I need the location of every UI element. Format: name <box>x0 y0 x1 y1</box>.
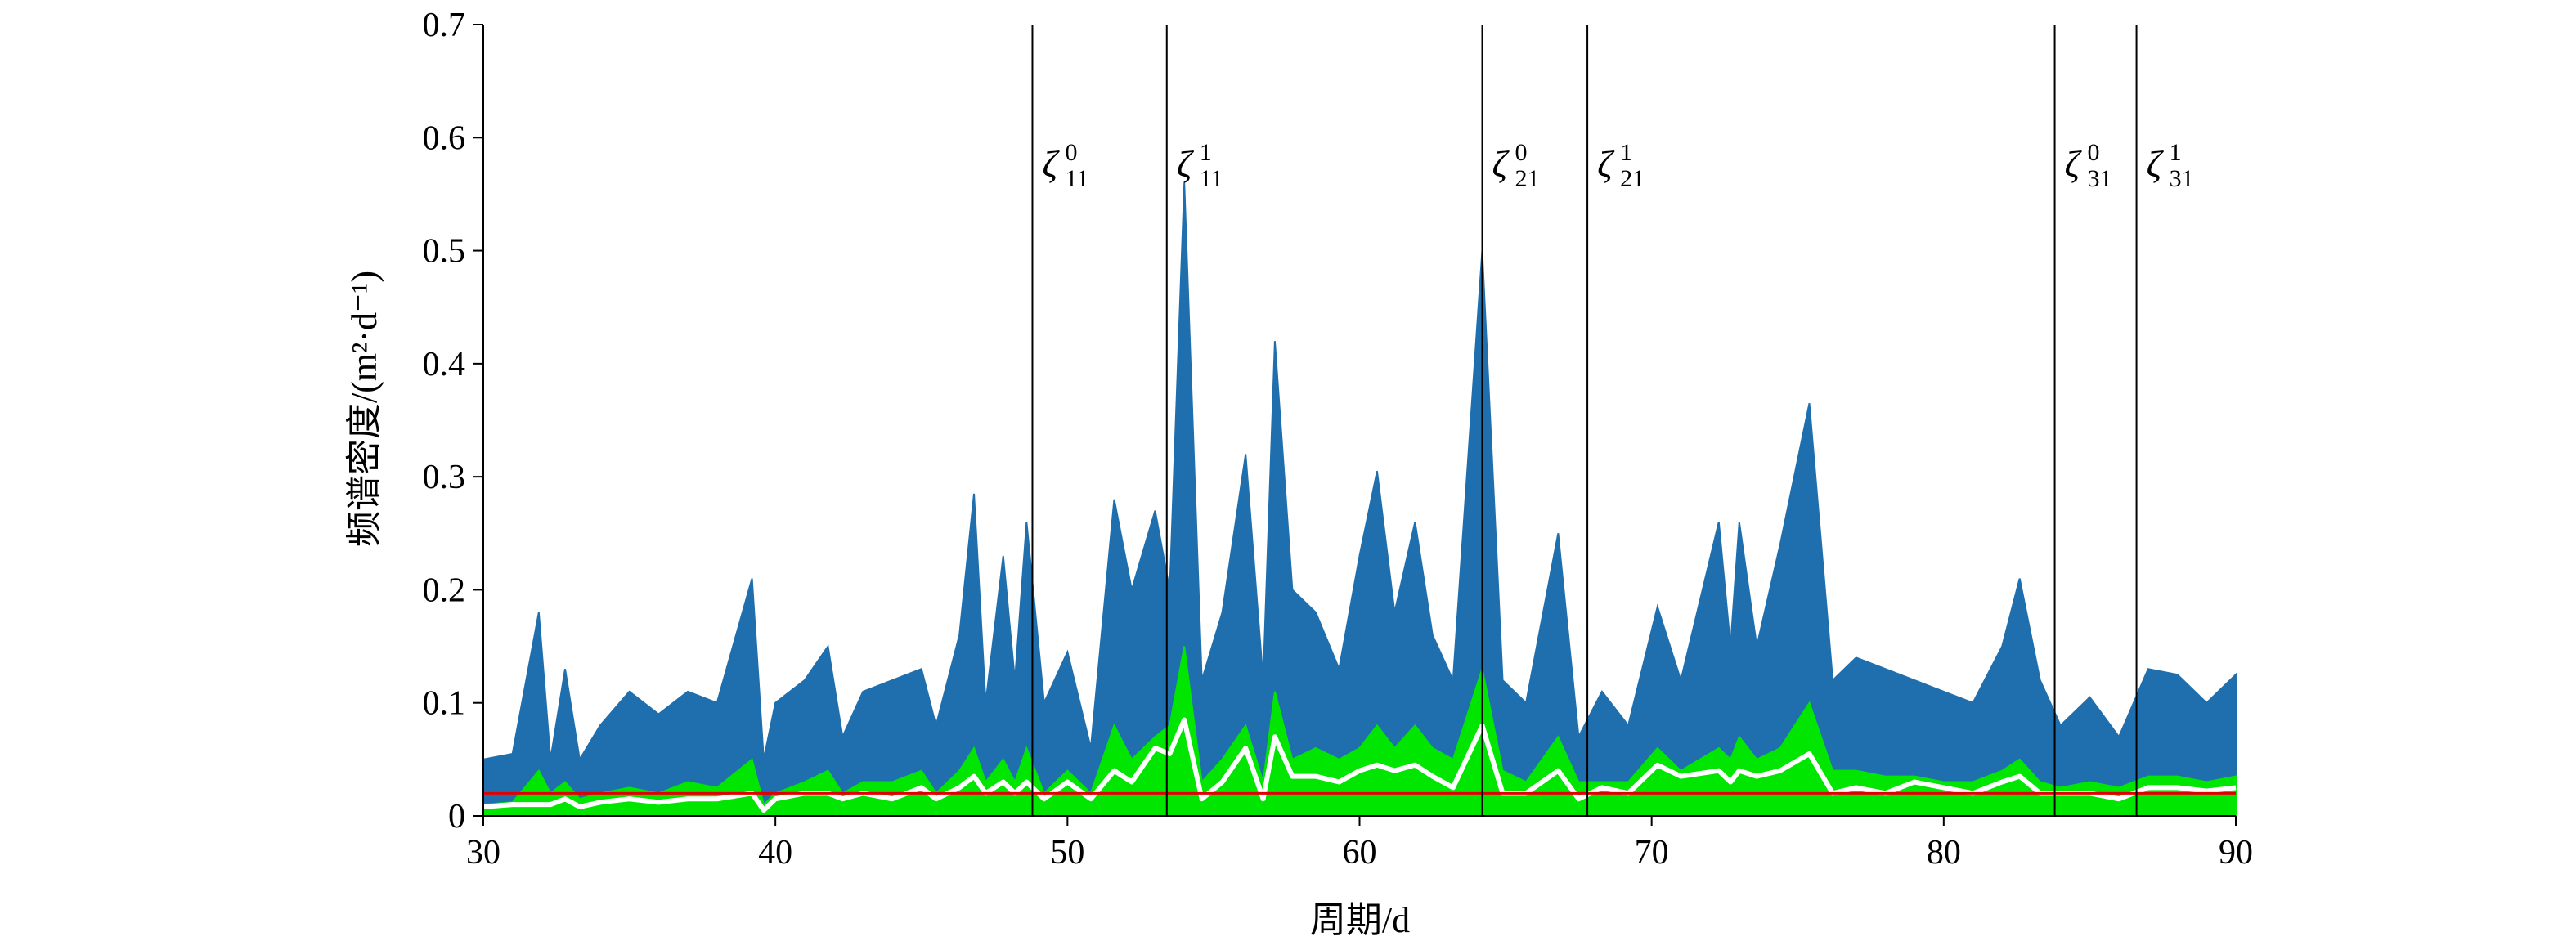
y-tick-label: 0.5 <box>423 233 466 271</box>
vline-symbol: ζ <box>1042 143 1060 185</box>
vline-symbol: ζ <box>2065 143 2083 185</box>
vline-symbol: ζ <box>1492 143 1510 185</box>
vline-sub: 21 <box>1515 165 1540 192</box>
x-tick-label: 80 <box>1927 834 1961 872</box>
x-tick-label: 30 <box>466 834 500 872</box>
vline-sup: 1 <box>2170 139 2182 166</box>
vline-symbol: ζ <box>2147 143 2165 185</box>
vline-sub: 31 <box>2170 165 2194 192</box>
area-series <box>482 646 2237 817</box>
vline-symbol: ζ <box>1597 143 1615 185</box>
vline-symbol: ζ <box>1177 143 1195 185</box>
x-tick-label: 90 <box>2219 834 2253 872</box>
x-tick-label: 40 <box>758 834 792 872</box>
vline-sub: 11 <box>1065 165 1088 192</box>
vline-sup: 0 <box>1065 139 1077 166</box>
y-tick-label: 0.4 <box>423 346 466 383</box>
y-axis-label: 频谱密度/(m²·d⁻¹) <box>344 271 384 547</box>
y-tick-label: 0.7 <box>423 7 466 44</box>
vline-sup: 0 <box>2088 139 2100 166</box>
y-tick-label: 0.1 <box>423 685 466 723</box>
vline-sub: 21 <box>1620 165 1645 192</box>
y-tick-label: 0.3 <box>423 459 466 496</box>
y-tick-label: 0 <box>448 798 465 836</box>
vline-sup: 1 <box>1200 139 1212 166</box>
y-tick-label: 0.2 <box>423 571 466 609</box>
vline-sup: 1 <box>1620 139 1632 166</box>
vline-sub: 31 <box>2088 165 2112 192</box>
y-tick-label: 0.6 <box>423 119 466 157</box>
x-tick-label: 50 <box>1050 834 1084 872</box>
vline-sub: 11 <box>1200 165 1223 192</box>
x-tick-label: 60 <box>1343 834 1377 872</box>
x-tick-label: 70 <box>1635 834 1669 872</box>
vline-sup: 0 <box>1515 139 1528 166</box>
area-series <box>482 182 2237 817</box>
x-axis-label: 周期/d <box>1310 900 1410 940</box>
